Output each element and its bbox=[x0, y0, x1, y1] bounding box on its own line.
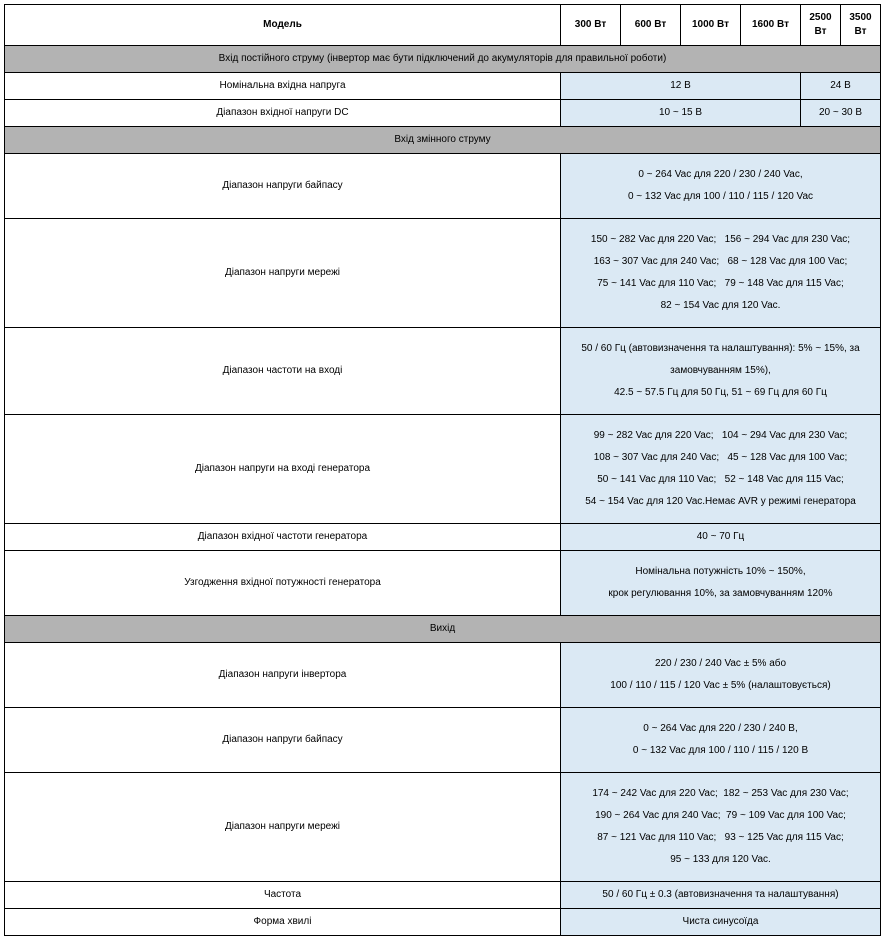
out-wave-value: Чиста синусоїда bbox=[561, 909, 881, 936]
line: 87 ~ 121 Vac для 110 Vac; 93 ~ 125 Vac д… bbox=[597, 832, 844, 843]
out-inv-label: Діапазон напруги інвертора bbox=[5, 643, 561, 708]
line: 163 ~ 307 Vac для 240 Vac; 68 ~ 128 Vac … bbox=[594, 256, 848, 267]
header-col-5: 3500 Вт bbox=[841, 5, 881, 46]
out-freq-value: 50 / 60 Гц ± 0.3 (автовизначення та нала… bbox=[561, 882, 881, 909]
ac-grid-value: 150 ~ 282 Vac для 220 Vac; 156 ~ 294 Vac… bbox=[561, 219, 881, 328]
line: 174 ~ 242 Vac для 220 Vac; 182 ~ 253 Vac… bbox=[592, 788, 848, 799]
header-col-3: 1600 Вт bbox=[741, 5, 801, 46]
line: 99 ~ 282 Vac для 220 Vac; 104 ~ 294 Vac … bbox=[594, 430, 848, 441]
line: 150 ~ 282 Vac для 220 Vac; 156 ~ 294 Vac… bbox=[591, 234, 850, 245]
out-inv-value: 220 / 230 / 240 Vac ± 5% або 100 / 110 /… bbox=[561, 643, 881, 708]
table-row: Діапазон вхідної частоти генератора 40 ~… bbox=[5, 524, 881, 551]
section-output: Вихід bbox=[5, 616, 881, 643]
line: крок регулювання 10%, за замовчуванням 1… bbox=[608, 588, 832, 599]
line: 54 ~ 154 Vac для 120 Vac.Немає AVR у реж… bbox=[585, 496, 856, 507]
table-row: Діапазон вхідної напруги DC 10 ~ 15 В 20… bbox=[5, 100, 881, 127]
spec-table: Модель 300 Вт 600 Вт 1000 Вт 1600 Вт 250… bbox=[4, 4, 881, 936]
table-row: Діапазон напруги байпасу 0 ~ 264 Vac для… bbox=[5, 154, 881, 219]
ac-gen-f-value: 40 ~ 70 Гц bbox=[561, 524, 881, 551]
header-col-1: 600 Вт bbox=[621, 5, 681, 46]
table-row: Вхід змінного струму bbox=[5, 127, 881, 154]
ac-freq-label: Діапазон частоти на вході bbox=[5, 328, 561, 415]
dc-nominal-12v: 12 В bbox=[561, 73, 801, 100]
table-row: Частота 50 / 60 Гц ± 0.3 (автовизначення… bbox=[5, 882, 881, 909]
line: 0 ~ 132 Vac для 100 / 110 / 115 / 120 В bbox=[633, 745, 808, 756]
out-bypass-value: 0 ~ 264 Vac для 220 / 230 / 240 В, 0 ~ 1… bbox=[561, 708, 881, 773]
line: 0 ~ 264 Vac для 220 / 230 / 240 Vac, bbox=[638, 169, 802, 180]
line: 108 ~ 307 Vac для 240 Vac; 45 ~ 128 Vac … bbox=[594, 452, 848, 463]
dc-range-12v: 10 ~ 15 В bbox=[561, 100, 801, 127]
ac-freq-value: 50 / 60 Гц (автовизначення та налаштуван… bbox=[561, 328, 881, 415]
table-row: Форма хвилі Чиста синусоїда bbox=[5, 909, 881, 936]
header-col-0: 300 Вт bbox=[561, 5, 621, 46]
out-grid-label: Діапазон напруги мережі bbox=[5, 773, 561, 882]
table-row: Узгодження вхідної потужності генератора… bbox=[5, 551, 881, 616]
line: 190 ~ 264 Vac для 240 Vac; 79 ~ 109 Vac … bbox=[595, 810, 846, 821]
ac-gen-f-label: Діапазон вхідної частоти генератора bbox=[5, 524, 561, 551]
out-grid-value: 174 ~ 242 Vac для 220 Vac; 182 ~ 253 Vac… bbox=[561, 773, 881, 882]
line: Номінальна потужність 10% ~ 150%, bbox=[635, 566, 805, 577]
out-freq-label: Частота bbox=[5, 882, 561, 909]
header-col-4: 2500 Вт bbox=[801, 5, 841, 46]
table-row: Діапазон частоти на вході 50 / 60 Гц (ав… bbox=[5, 328, 881, 415]
line: 0 ~ 264 Vac для 220 / 230 / 240 В, bbox=[643, 723, 798, 734]
ac-grid-label: Діапазон напруги мережі bbox=[5, 219, 561, 328]
table-row: Номінальна вхідна напруга 12 В 24 В bbox=[5, 73, 881, 100]
section-ac-input: Вхід змінного струму bbox=[5, 127, 881, 154]
ac-gen-p-label: Узгодження вхідної потужності генератора bbox=[5, 551, 561, 616]
table-row: Діапазон напруги на вході генератора 99 … bbox=[5, 415, 881, 524]
dc-nominal-24v: 24 В bbox=[801, 73, 881, 100]
line: 95 ~ 133 для 120 Vac. bbox=[670, 854, 771, 865]
dc-range-label: Діапазон вхідної напруги DC bbox=[5, 100, 561, 127]
line: 42.5 ~ 57.5 Гц для 50 Гц, 51 ~ 69 Гц для… bbox=[614, 387, 827, 398]
table-row: Діапазон напруги байпасу 0 ~ 264 Vac для… bbox=[5, 708, 881, 773]
table-row: Діапазон напруги мережі 150 ~ 282 Vac дл… bbox=[5, 219, 881, 328]
line: 100 / 110 / 115 / 120 Vac ± 5% (налаштов… bbox=[610, 680, 830, 691]
line: 50 / 60 Гц (автовизначення та налаштуван… bbox=[581, 343, 859, 376]
table-row: Діапазон напруги мережі 174 ~ 242 Vac дл… bbox=[5, 773, 881, 882]
ac-gen-p-value: Номінальна потужність 10% ~ 150%, крок р… bbox=[561, 551, 881, 616]
table-row: Діапазон напруги інвертора 220 / 230 / 2… bbox=[5, 643, 881, 708]
line: 82 ~ 154 Vac для 120 Vac. bbox=[661, 300, 781, 311]
table-row: Вхід постійного струму (інвертор має бут… bbox=[5, 46, 881, 73]
header-model: Модель bbox=[5, 5, 561, 46]
line: 220 / 230 / 240 Vac ± 5% або bbox=[655, 658, 786, 669]
ac-gen-v-label: Діапазон напруги на вході генератора bbox=[5, 415, 561, 524]
line: 0 ~ 132 Vac для 100 / 110 / 115 / 120 Va… bbox=[628, 191, 813, 202]
table-row: Модель 300 Вт 600 Вт 1000 Вт 1600 Вт 250… bbox=[5, 5, 881, 46]
line: 75 ~ 141 Vac для 110 Vac; 79 ~ 148 Vac д… bbox=[597, 278, 844, 289]
line: 50 ~ 141 Vac для 110 Vac; 52 ~ 148 Vac д… bbox=[597, 474, 844, 485]
ac-bypass-label: Діапазон напруги байпасу bbox=[5, 154, 561, 219]
dc-range-24v: 20 ~ 30 В bbox=[801, 100, 881, 127]
ac-bypass-value: 0 ~ 264 Vac для 220 / 230 / 240 Vac, 0 ~… bbox=[561, 154, 881, 219]
section-dc-input: Вхід постійного струму (інвертор має бут… bbox=[5, 46, 881, 73]
out-wave-label: Форма хвилі bbox=[5, 909, 561, 936]
ac-gen-v-value: 99 ~ 282 Vac для 220 Vac; 104 ~ 294 Vac … bbox=[561, 415, 881, 524]
header-col-2: 1000 Вт bbox=[681, 5, 741, 46]
table-row: Вихід bbox=[5, 616, 881, 643]
out-bypass-label: Діапазон напруги байпасу bbox=[5, 708, 561, 773]
dc-nominal-label: Номінальна вхідна напруга bbox=[5, 73, 561, 100]
